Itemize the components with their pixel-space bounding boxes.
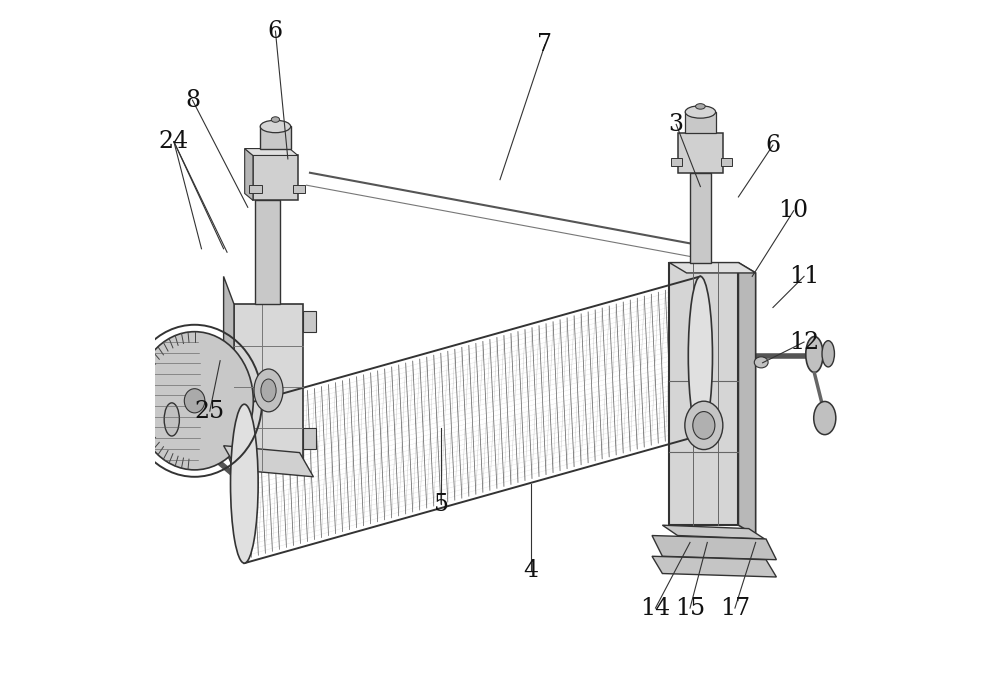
FancyBboxPatch shape <box>690 173 711 263</box>
Ellipse shape <box>696 104 705 109</box>
Ellipse shape <box>136 332 253 470</box>
Polygon shape <box>245 149 298 155</box>
Text: 25: 25 <box>195 399 225 423</box>
Text: 6: 6 <box>765 133 781 157</box>
FancyBboxPatch shape <box>671 158 682 166</box>
Ellipse shape <box>254 369 283 412</box>
Ellipse shape <box>164 403 179 436</box>
FancyBboxPatch shape <box>685 112 716 133</box>
Text: 15: 15 <box>675 596 705 620</box>
Polygon shape <box>669 263 756 273</box>
Text: 4: 4 <box>524 558 539 582</box>
Ellipse shape <box>184 389 205 413</box>
FancyBboxPatch shape <box>249 185 262 193</box>
Polygon shape <box>652 536 776 560</box>
Text: 3: 3 <box>669 113 684 136</box>
Ellipse shape <box>271 117 280 122</box>
Text: 7: 7 <box>537 33 552 57</box>
Ellipse shape <box>261 379 276 402</box>
Text: 11: 11 <box>789 265 819 288</box>
Ellipse shape <box>806 337 823 372</box>
Text: 5: 5 <box>434 493 449 516</box>
Ellipse shape <box>693 412 715 439</box>
FancyBboxPatch shape <box>721 158 732 166</box>
Ellipse shape <box>685 401 723 450</box>
Polygon shape <box>224 276 234 470</box>
Text: 6: 6 <box>268 19 283 43</box>
Polygon shape <box>652 556 776 577</box>
Ellipse shape <box>822 341 834 367</box>
Polygon shape <box>224 446 313 477</box>
Text: 17: 17 <box>720 596 750 620</box>
Ellipse shape <box>685 106 716 118</box>
Ellipse shape <box>231 404 258 563</box>
Ellipse shape <box>814 401 836 435</box>
Ellipse shape <box>260 120 291 133</box>
Polygon shape <box>245 149 253 200</box>
Text: 14: 14 <box>640 596 671 620</box>
FancyBboxPatch shape <box>255 200 280 304</box>
FancyBboxPatch shape <box>293 185 305 193</box>
Text: 10: 10 <box>779 199 809 223</box>
Text: 12: 12 <box>789 330 819 354</box>
Polygon shape <box>662 525 765 539</box>
FancyBboxPatch shape <box>669 263 738 525</box>
Polygon shape <box>738 263 756 536</box>
Text: 8: 8 <box>185 88 200 112</box>
Polygon shape <box>234 304 303 470</box>
FancyBboxPatch shape <box>303 311 316 332</box>
FancyBboxPatch shape <box>303 428 316 449</box>
Text: 24: 24 <box>159 130 189 153</box>
Ellipse shape <box>754 357 768 368</box>
FancyBboxPatch shape <box>678 133 723 173</box>
FancyBboxPatch shape <box>253 155 298 200</box>
FancyBboxPatch shape <box>260 126 291 149</box>
Ellipse shape <box>688 276 712 435</box>
